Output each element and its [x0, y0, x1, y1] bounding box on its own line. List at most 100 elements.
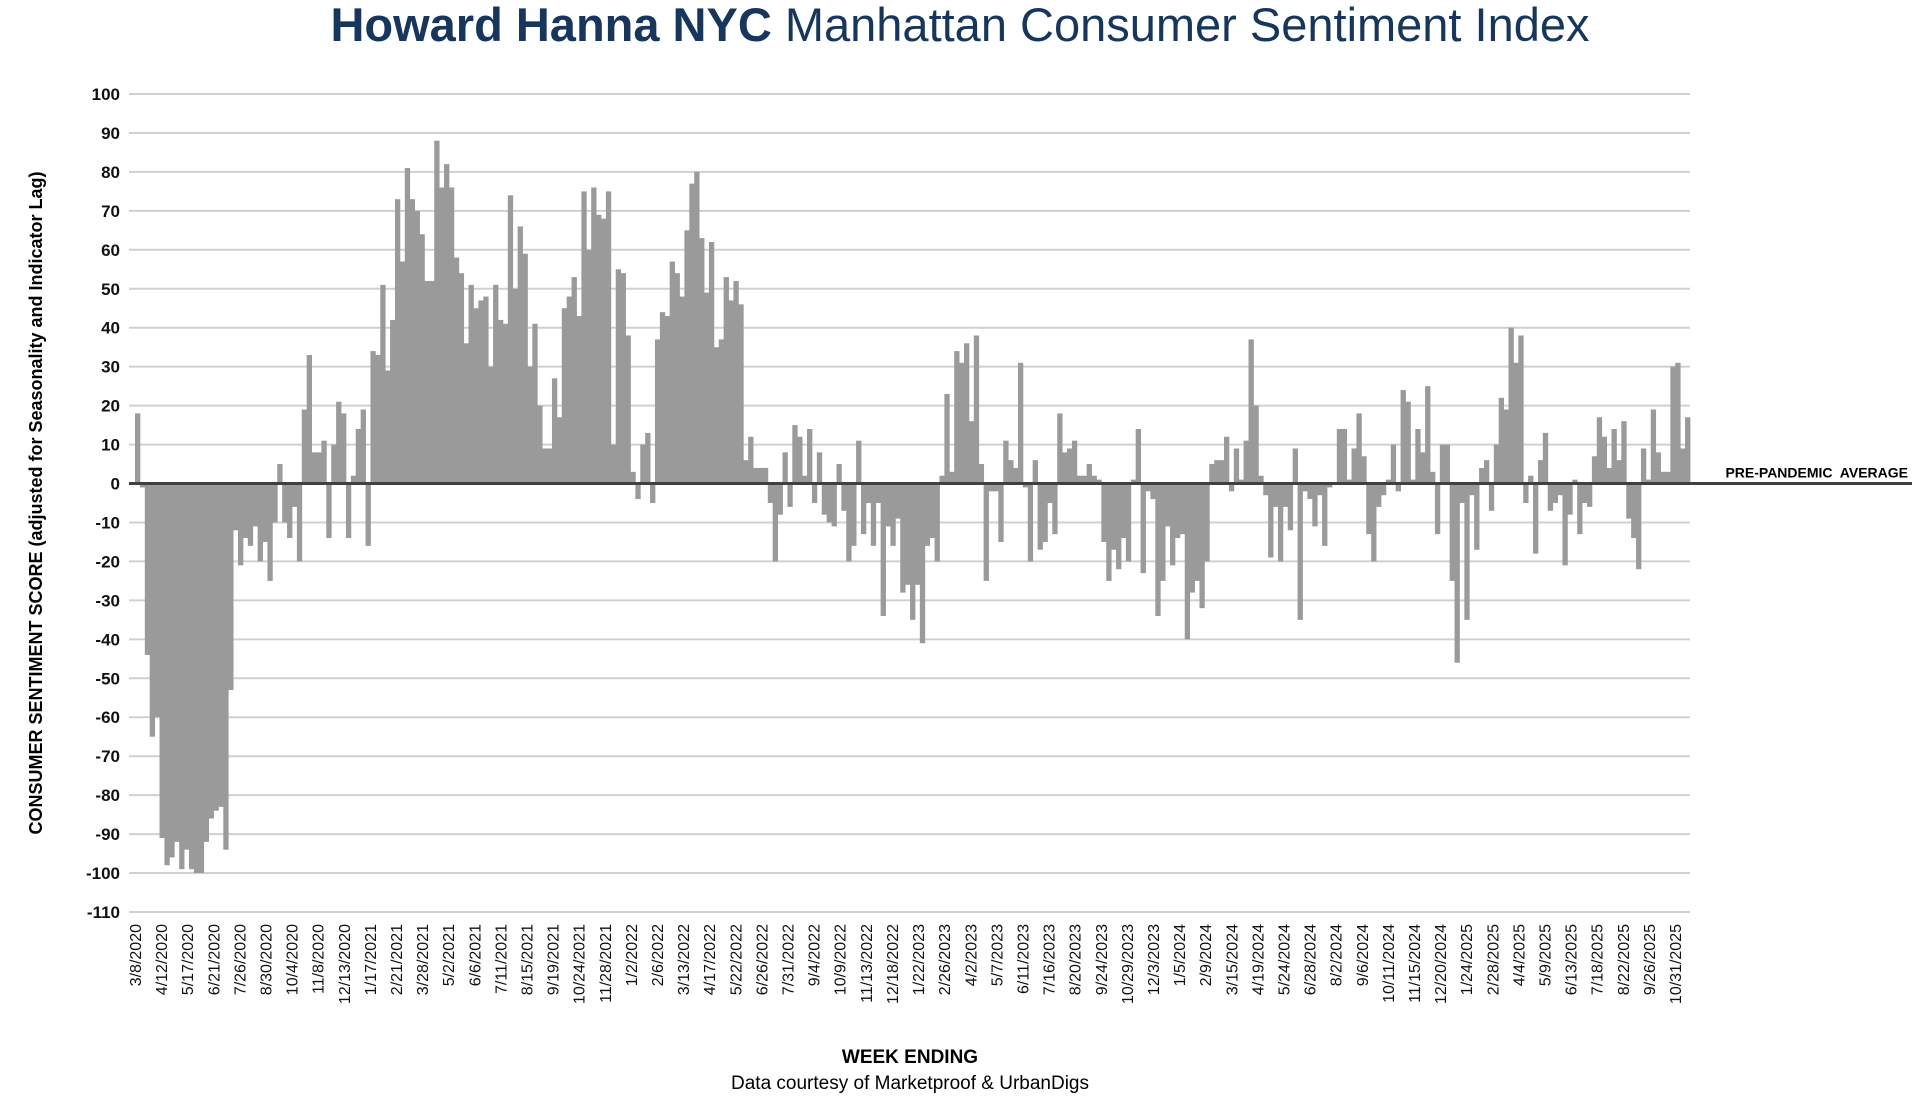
y-tick-label: -90 [95, 825, 120, 844]
bar [723, 277, 729, 484]
bar [743, 460, 749, 484]
bar [257, 483, 263, 562]
bar [1636, 483, 1642, 570]
bar [1591, 456, 1598, 484]
x-tick-label: 9/26/2025 [1642, 924, 1659, 995]
bar [1052, 483, 1058, 535]
bar [360, 409, 366, 484]
bar [635, 483, 641, 500]
bar [522, 253, 528, 484]
bar [404, 168, 411, 484]
bar [370, 351, 376, 484]
bar [654, 339, 661, 484]
x-tick-label: 12/3/2023 [1146, 924, 1163, 995]
bar [679, 296, 685, 484]
bar [1292, 448, 1298, 484]
bar [316, 452, 322, 484]
bar [394, 199, 401, 484]
x-tick-label: 6/11/2023 [1016, 924, 1033, 994]
bar [762, 467, 769, 484]
y-tick-label: 40 [101, 319, 120, 338]
bar [537, 405, 543, 484]
bar [1537, 460, 1544, 484]
x-tick-label: 7/31/2022 [781, 924, 798, 995]
bar [1464, 483, 1470, 620]
bar [424, 280, 430, 484]
bar [914, 483, 921, 585]
x-tick-label: 11/13/2022 [859, 924, 876, 1003]
bar [439, 187, 445, 484]
bar [380, 284, 386, 484]
y-tick-label: 70 [101, 202, 120, 221]
bar [507, 195, 514, 484]
bar [1366, 483, 1372, 535]
bar [704, 292, 710, 484]
bar [1086, 464, 1092, 484]
bar [1562, 483, 1568, 566]
bar [1312, 483, 1318, 527]
bar [895, 483, 901, 519]
bar [1626, 483, 1632, 519]
bar [664, 316, 671, 484]
bar [625, 335, 631, 484]
bar [1474, 483, 1480, 550]
bar [1013, 467, 1019, 484]
bar [277, 464, 283, 484]
bar [1503, 409, 1509, 484]
bar [1160, 483, 1166, 581]
bar [1140, 483, 1146, 574]
y-tick-label: -110 [87, 903, 120, 922]
bar [566, 296, 572, 484]
bar [169, 483, 175, 858]
bar [1483, 460, 1490, 484]
bar [272, 483, 278, 523]
bar [1184, 483, 1191, 640]
bar [282, 483, 288, 523]
bar [1214, 460, 1220, 484]
bar [1091, 475, 1097, 484]
x-tick-label: 1/5/2024 [1172, 924, 1189, 986]
x-tick-label: 9/19/2021 [546, 924, 563, 995]
bar [1660, 471, 1666, 484]
bar [1434, 483, 1441, 535]
bar [154, 483, 160, 718]
bar [993, 483, 999, 492]
bar [1390, 444, 1397, 484]
bar [856, 440, 862, 484]
bar [1179, 483, 1186, 535]
bar [826, 483, 832, 523]
bar [1302, 483, 1308, 492]
bar [390, 319, 396, 484]
bar [851, 483, 857, 546]
x-tick-label: 10/24/2021 [572, 924, 589, 1004]
bar [757, 467, 764, 484]
bar [1420, 452, 1426, 484]
bar [551, 378, 558, 484]
bar [870, 483, 877, 546]
y-tick-label: 100 [92, 85, 120, 104]
bar [1645, 479, 1652, 484]
y-tick-label: -100 [86, 864, 120, 883]
bar [880, 483, 886, 616]
bar [978, 464, 985, 484]
bar [267, 483, 273, 581]
bar [399, 261, 406, 484]
bar [1444, 444, 1451, 484]
x-tick-label: 1/24/2025 [1459, 924, 1476, 995]
bar [875, 483, 882, 503]
bar [983, 483, 989, 581]
bar [287, 483, 293, 539]
bar [1675, 362, 1681, 484]
pre-pandemic-average-label: PRE-PANDEMIC AVERAGE [1725, 465, 1908, 481]
bar [1057, 413, 1063, 484]
bar [532, 323, 538, 484]
x-tick-label: 6/26/2022 [754, 924, 771, 995]
chart-title-rest: Manhattan Consumer Sentiment Index [784, 0, 1590, 51]
bar [262, 483, 268, 542]
bar [718, 339, 725, 484]
bar [650, 483, 656, 503]
y-axis-ticks: 1009080706050403020100-10-20-30-40-50-60… [86, 85, 120, 922]
bar [453, 257, 460, 484]
bar [973, 335, 980, 484]
bar [1287, 483, 1294, 531]
